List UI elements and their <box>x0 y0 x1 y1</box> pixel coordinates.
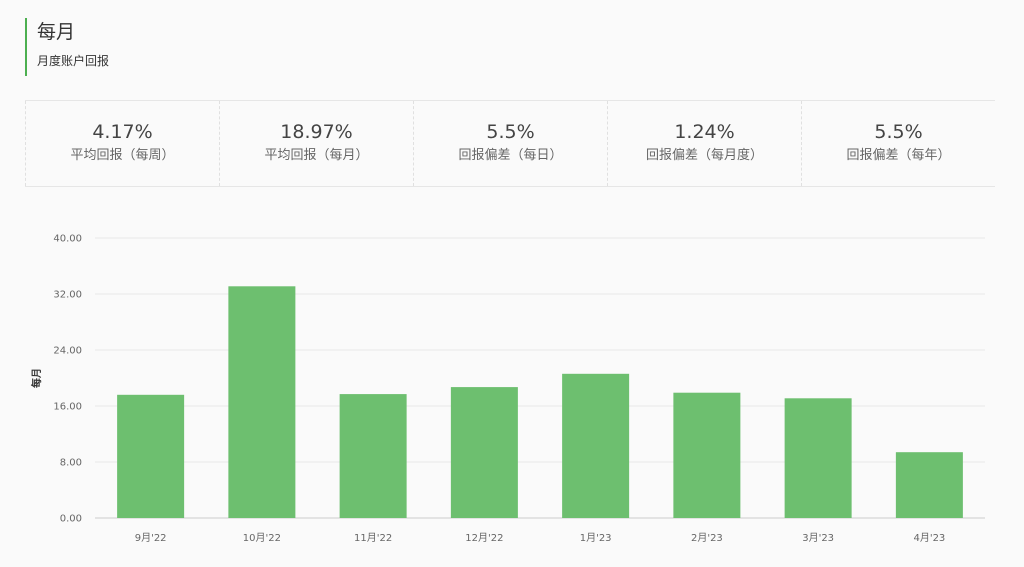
bar[interactable] <box>562 373 630 518</box>
stat-label: 平均回报（每月） <box>264 148 369 163</box>
x-tick-label: 4月'23 <box>913 532 945 544</box>
bar[interactable] <box>450 387 518 518</box>
y-axis-ticks: 0.00 8.00 16.00 24.00 32.00 40.00 <box>53 234 82 525</box>
page-subtitle: 月度账户回报 <box>37 54 110 68</box>
bar[interactable] <box>895 452 963 518</box>
monthly-return-chart: 0.00 8.00 16.00 24.00 32.00 40.00 9月'22 10月'22… <box>30 234 985 544</box>
x-tick-label: 10月'22 <box>243 532 281 544</box>
stat-value: 18.97% <box>280 121 353 143</box>
bar[interactable] <box>673 392 741 518</box>
page-title: 每月 <box>37 21 76 43</box>
stat-yearly-deviation: 5.5% 回报偏差（每年） <box>802 101 995 186</box>
y-tick-label: 8.00 <box>60 458 82 469</box>
stat-monthly-avg-return: 18.97% 平均回报（每月） <box>220 101 414 186</box>
y-tick-label: 32.00 <box>53 290 82 301</box>
bar[interactable] <box>339 394 407 518</box>
stat-value: 5.5% <box>486 121 535 143</box>
stat-weekly-avg-return: 4.17% 平均回报（每周） <box>25 101 220 186</box>
stat-label: 回报偏差（每年） <box>846 148 951 163</box>
stat-label: 平均回报（每周） <box>70 148 175 163</box>
stat-value: 1.24% <box>674 121 735 143</box>
bar[interactable] <box>228 286 296 518</box>
stat-label: 回报偏差（每日） <box>458 148 563 163</box>
x-tick-label: 12月'22 <box>465 532 503 544</box>
x-tick-label: 2月'23 <box>691 532 723 544</box>
x-axis-ticks: 9月'22 10月'22 11月'22 12月'22 1月'23 2月'23 3月'23 4月… <box>135 532 946 544</box>
stat-daily-deviation: 5.5% 回报偏差（每日） <box>414 101 608 186</box>
bar[interactable] <box>117 394 185 518</box>
header: 每月 月度账户回报 <box>25 18 109 76</box>
x-tick-label: 9月'22 <box>135 532 167 544</box>
y-axis-label: 每月 <box>30 368 43 388</box>
stat-label: 回报偏差（每月度） <box>645 148 763 163</box>
bar[interactable] <box>784 398 852 518</box>
stat-monthly-deviation: 1.24% 回报偏差（每月度） <box>608 101 802 186</box>
y-tick-label: 24.00 <box>53 346 82 357</box>
x-tick-label: 3月'23 <box>802 532 834 544</box>
x-tick-label: 11月'22 <box>354 532 392 544</box>
stats-bar: 4.17% 平均回报（每周） 18.97% 平均回报（每月） 5.5% 回报偏差… <box>25 100 995 187</box>
y-tick-label: 40.00 <box>53 234 82 245</box>
x-tick-label: 1月'23 <box>580 532 612 544</box>
chart-bars <box>117 286 963 518</box>
y-tick-label: 0.00 <box>60 514 82 525</box>
y-tick-label: 16.00 <box>53 402 82 413</box>
stat-value: 4.17% <box>92 121 153 143</box>
stat-value: 5.5% <box>874 121 923 143</box>
